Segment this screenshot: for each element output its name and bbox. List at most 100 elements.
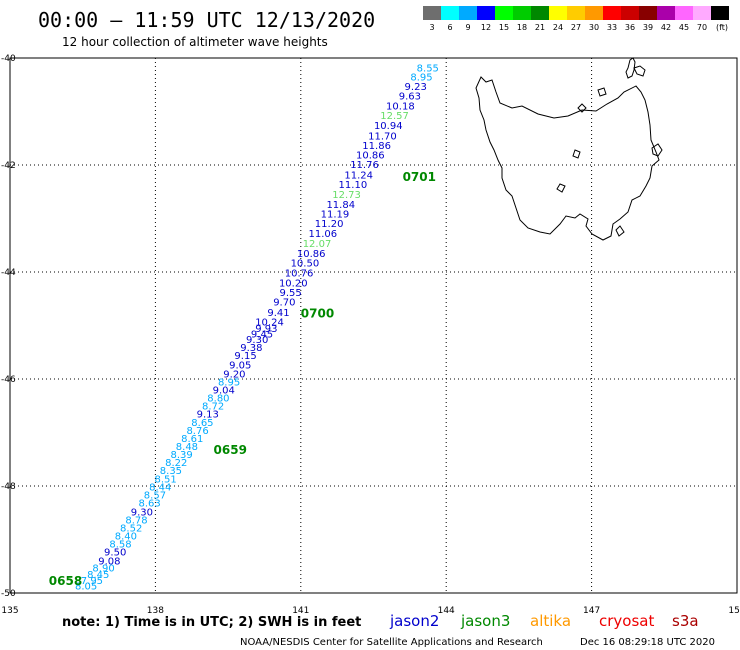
scale-label: 36 <box>625 23 635 32</box>
pass-time-label: 0658 <box>49 574 82 588</box>
tasmania-coastline <box>475 57 663 241</box>
scale-label: 3 <box>429 23 434 32</box>
lat-tick-label: -46 <box>1 375 16 385</box>
axis-tick-labels: 135 138 141 144 147 150 -40 -42 -44 -46 -48 -50 <box>1 54 740 616</box>
wave-height-label: 9.70 <box>273 298 295 309</box>
pass-time-label: 0701 <box>403 170 436 184</box>
wave-height-label: 8.51 <box>154 474 176 485</box>
wave-height-label: 11.84 <box>326 200 355 211</box>
wave-height-label: 11.86 <box>362 141 391 152</box>
legend-cryosat: cryosat <box>599 612 654 630</box>
wave-height-label: 11.06 <box>309 229 338 240</box>
wave-height-label: 8.55 <box>417 63 439 74</box>
lat-tick-label: -42 <box>1 161 16 171</box>
wave-height-label: 8.95 <box>410 72 432 83</box>
wave-height-label: 10.86 <box>356 151 385 162</box>
wave-height-label: 8.61 <box>181 434 203 445</box>
scale-swatch <box>423 6 441 20</box>
map-title: 00:00 – 11:59 UTC 12/13/2020 <box>38 8 375 32</box>
scale-label: 30 <box>589 23 599 32</box>
legend-jason3: jason3 <box>460 612 510 630</box>
wave-height-label: 9.08 <box>98 557 120 568</box>
scale-swatch <box>441 6 459 20</box>
wave-height-label: 8.22 <box>165 458 187 469</box>
wave-height-label: 8.72 <box>202 401 224 412</box>
satellite-legend: jason2 jason3 altika cryosat s3a <box>389 612 699 630</box>
scale-swatch <box>459 6 477 20</box>
wave-height-label: 11.20 <box>315 219 344 230</box>
wave-height-label: 9.93 <box>255 324 277 335</box>
wave-height-label: 8.52 <box>120 523 142 534</box>
scale-swatch <box>693 6 711 20</box>
wave-height-label: 8.80 <box>207 393 229 404</box>
scale-swatch <box>513 6 531 20</box>
wave-height-label: 10.76 <box>285 268 314 279</box>
scale-swatch <box>585 6 603 20</box>
wave-height-label: 8.45 <box>87 570 109 581</box>
scale-label: 42 <box>661 23 671 32</box>
scale-label: 33 <box>607 23 617 32</box>
scale-swatch <box>477 6 495 20</box>
map-frame <box>9 57 738 594</box>
map-subtitle: 12 hour collection of altimeter wave hei… <box>62 35 328 49</box>
lat-tick-label: -48 <box>1 482 16 492</box>
lat-tick-label: -50 <box>1 589 16 599</box>
scale-swatch <box>621 6 639 20</box>
wave-height-label: 8.90 <box>92 564 114 575</box>
wave-height-label: 9.38 <box>240 343 262 354</box>
scale-label: 27 <box>571 23 581 32</box>
wave-height-label: 8.40 <box>115 532 137 543</box>
scale-swatch <box>675 6 693 20</box>
pass-time-label: 0700 <box>301 306 334 320</box>
wave-height-label: 10.20 <box>279 278 308 289</box>
wave-height-label: 9.20 <box>223 369 245 380</box>
wave-height-label: 9.30 <box>246 335 268 346</box>
wave-height-label: 9.63 <box>399 92 421 103</box>
lat-tick-label: -44 <box>1 268 16 278</box>
wave-height-label: 9.23 <box>405 82 427 93</box>
wave-height-label: 9.45 <box>251 329 273 340</box>
scale-label: 39 <box>643 23 653 32</box>
wave-height-label: 10.94 <box>374 121 403 132</box>
credit-text: NOAA/NESDIS Center for Satellite Applica… <box>240 637 543 648</box>
scale-label: 12 <box>481 23 491 32</box>
scale-label: 21 <box>535 23 545 32</box>
wave-height-label: 10.18 <box>386 101 415 112</box>
wave-height-label: 8.39 <box>170 450 192 461</box>
wave-height-label: 8.76 <box>186 426 208 437</box>
lon-tick-label: 135 <box>1 606 18 616</box>
wave-height-label: 9.50 <box>104 548 126 559</box>
legend-altika: altika <box>530 612 571 630</box>
wave-height-label: 9.30 <box>131 507 153 518</box>
wave-height-label: 9.05 <box>229 360 251 371</box>
legend-jason2: jason2 <box>389 612 439 630</box>
wave-height-label: 10.24 <box>255 318 284 329</box>
scale-swatch <box>549 6 567 20</box>
lat-tick-label: -40 <box>1 54 16 64</box>
wave-height-label: 11.70 <box>368 131 397 142</box>
wave-height-label: 11.19 <box>321 209 350 220</box>
wave-height-label: 10.86 <box>297 249 326 260</box>
scale-swatch <box>657 6 675 20</box>
wave-height-label: 9.55 <box>280 288 302 299</box>
scale-label: 9 <box>465 23 470 32</box>
scale-swatch <box>495 6 513 20</box>
wave-height-label: 8.57 <box>144 490 166 501</box>
wave-height-label: 12.07 <box>303 239 332 250</box>
scale-label: 24 <box>553 23 563 32</box>
timestamp-text: Dec 16 08:29:18 UTC 2020 <box>580 637 715 648</box>
scale-label: 45 <box>679 23 689 32</box>
pass-time-label: 0659 <box>214 443 247 457</box>
wave-height-label: 8.05 <box>75 581 97 592</box>
lon-tick-label: 144 <box>438 606 455 616</box>
scale-label: 70 <box>697 23 707 32</box>
wave-height-label: 7.95 <box>81 576 103 587</box>
wave-height-label: 11.10 <box>339 180 368 191</box>
wave-height-label: 9.41 <box>267 308 289 319</box>
wave-height-label: 9.15 <box>234 351 256 362</box>
wave-height-label: 11.76 <box>350 160 379 171</box>
wave-height-label: 8.44 <box>149 482 171 493</box>
legend-s3a: s3a <box>672 612 699 630</box>
scale-swatch <box>531 6 549 20</box>
scale-label: (ft) <box>716 23 728 32</box>
